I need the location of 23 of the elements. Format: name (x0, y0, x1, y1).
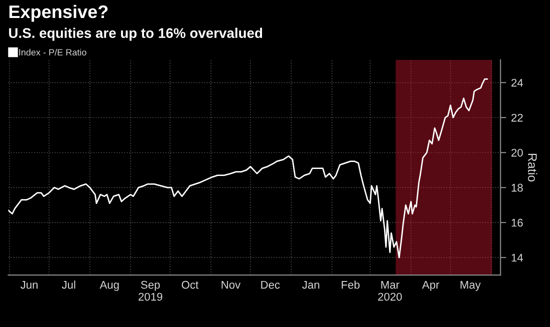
x-tick-label: Mar 2020 (378, 280, 402, 301)
x-tick-label: May (460, 280, 481, 291)
x-tick-label: Aug (100, 280, 119, 291)
legend-label: Index - P/E Ratio (19, 48, 86, 56)
y-tick-label: 22 (511, 114, 523, 122)
x-tick-label: Feb (342, 280, 360, 289)
line-series (8, 78, 488, 258)
y-tick-label: 16 (512, 218, 523, 227)
x-tick-label: Sep 2019 (138, 280, 162, 301)
y-tick-label: 20 (511, 148, 523, 157)
x-tick-label: Jan (302, 280, 320, 289)
x-tick-label: Nov (222, 280, 241, 289)
x-tick-label: Dec (261, 280, 280, 289)
x-tick-label: Oct (182, 280, 198, 289)
y-tick-label: 24 (511, 78, 523, 87)
x-tick-label: Jul (62, 280, 76, 289)
chart-subtitle: U.S. equities are up to 16% overvalued (9, 28, 262, 41)
y-tick-label: 18 (512, 184, 523, 192)
x-tick-label: Apr (422, 280, 440, 291)
y-tick-label: 14 (512, 254, 523, 262)
chart-title: Expensive? (9, 4, 108, 22)
y-axis-title: Ratio (528, 154, 538, 182)
x-tick-label: Jun (20, 280, 38, 289)
